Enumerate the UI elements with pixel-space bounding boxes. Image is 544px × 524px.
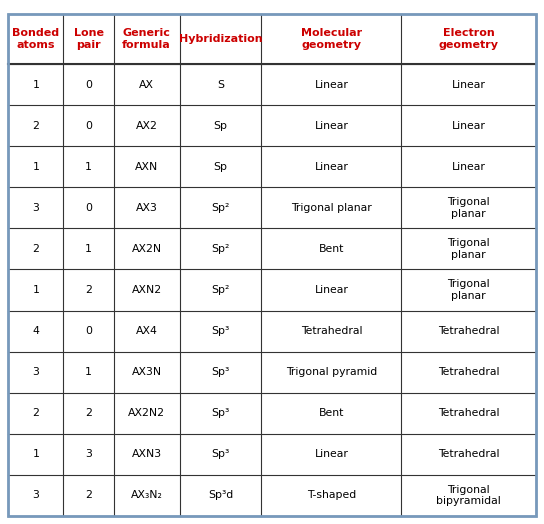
Text: 1: 1 xyxy=(32,450,39,460)
Text: Linear: Linear xyxy=(452,80,486,90)
Text: Linear: Linear xyxy=(314,121,348,130)
Text: Tetrahedral: Tetrahedral xyxy=(438,367,499,377)
Text: AX₃N₂: AX₃N₂ xyxy=(131,490,163,500)
Text: 3: 3 xyxy=(85,450,92,460)
Text: Trigonal
planar: Trigonal planar xyxy=(447,238,490,260)
Text: AX3: AX3 xyxy=(135,203,158,213)
Text: S: S xyxy=(217,80,224,90)
Text: Bonded
atoms: Bonded atoms xyxy=(12,28,59,50)
Text: AX2N: AX2N xyxy=(132,244,162,254)
Text: Sp: Sp xyxy=(213,162,227,172)
Text: 0: 0 xyxy=(85,80,92,90)
Text: 0: 0 xyxy=(85,326,92,336)
Text: 1: 1 xyxy=(85,162,92,172)
Text: Electron
geometry: Electron geometry xyxy=(438,28,499,50)
Text: Tetrahedral: Tetrahedral xyxy=(438,408,499,418)
Text: Bent: Bent xyxy=(319,244,344,254)
Text: AX2: AX2 xyxy=(135,121,158,130)
Text: Tetrahedral: Tetrahedral xyxy=(301,326,362,336)
Text: AX4: AX4 xyxy=(135,326,158,336)
Text: 1: 1 xyxy=(32,162,39,172)
Text: Linear: Linear xyxy=(314,285,348,295)
Text: Linear: Linear xyxy=(314,80,348,90)
Text: 2: 2 xyxy=(32,121,39,130)
Text: Linear: Linear xyxy=(452,121,486,130)
Text: Sp³d: Sp³d xyxy=(208,490,233,500)
Text: Sp²: Sp² xyxy=(211,285,230,295)
Text: 1: 1 xyxy=(32,80,39,90)
Text: Sp³: Sp³ xyxy=(212,408,230,418)
Text: 2: 2 xyxy=(85,285,92,295)
Text: 4: 4 xyxy=(32,326,39,336)
Text: AX3N: AX3N xyxy=(132,367,162,377)
Text: Sp²: Sp² xyxy=(211,203,230,213)
Text: 3: 3 xyxy=(32,367,39,377)
Text: AXN2: AXN2 xyxy=(132,285,162,295)
Text: 0: 0 xyxy=(85,203,92,213)
Text: 1: 1 xyxy=(32,285,39,295)
Text: Sp³: Sp³ xyxy=(212,326,230,336)
Text: AX: AX xyxy=(139,80,154,90)
Text: 1: 1 xyxy=(85,244,92,254)
Text: 2: 2 xyxy=(85,490,92,500)
Text: Hybridization: Hybridization xyxy=(179,34,262,44)
Text: Trigonal
planar: Trigonal planar xyxy=(447,279,490,301)
Text: 1: 1 xyxy=(85,367,92,377)
Text: Molecular
geometry: Molecular geometry xyxy=(301,28,362,50)
Text: AXN: AXN xyxy=(135,162,158,172)
Text: Generic
formula: Generic formula xyxy=(122,28,171,50)
Text: Tetrahedral: Tetrahedral xyxy=(438,326,499,336)
Text: Sp: Sp xyxy=(213,121,227,130)
Text: Trigonal
planar: Trigonal planar xyxy=(447,197,490,219)
Text: Linear: Linear xyxy=(452,162,486,172)
Text: Lone
pair: Lone pair xyxy=(73,28,103,50)
Text: Tetrahedral: Tetrahedral xyxy=(438,450,499,460)
Text: 3: 3 xyxy=(32,203,39,213)
Text: Sp³: Sp³ xyxy=(212,450,230,460)
Text: Linear: Linear xyxy=(314,162,348,172)
Text: 2: 2 xyxy=(32,408,39,418)
Text: AXN3: AXN3 xyxy=(132,450,162,460)
Text: Sp²: Sp² xyxy=(211,244,230,254)
Text: 2: 2 xyxy=(85,408,92,418)
Text: Bent: Bent xyxy=(319,408,344,418)
Text: Trigonal pyramid: Trigonal pyramid xyxy=(286,367,377,377)
Text: T-shaped: T-shaped xyxy=(307,490,356,500)
Text: 2: 2 xyxy=(32,244,39,254)
Text: Sp³: Sp³ xyxy=(212,367,230,377)
Text: Trigonal planar: Trigonal planar xyxy=(291,203,372,213)
Text: Trigonal
bipyramidal: Trigonal bipyramidal xyxy=(436,485,501,506)
Text: AX2N2: AX2N2 xyxy=(128,408,165,418)
Text: Linear: Linear xyxy=(314,450,348,460)
Text: 0: 0 xyxy=(85,121,92,130)
Text: 3: 3 xyxy=(32,490,39,500)
